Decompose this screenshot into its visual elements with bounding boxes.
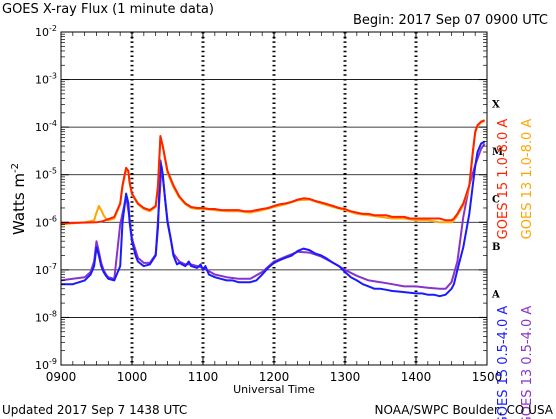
x-tick-label: 1100: [188, 370, 219, 384]
legend-label: GOES 15 0.5-4.0 A: [496, 306, 511, 419]
y-tick-exponent: -2: [49, 24, 57, 33]
y-tick-label: 10-5: [35, 167, 57, 182]
y-axis-label: Watts m: [10, 173, 28, 235]
x-tick-label: 1300: [330, 370, 361, 384]
flare-class-label: M: [492, 147, 503, 158]
y-tick-label: 10-4: [35, 119, 57, 134]
y-tick-label: 10-8: [35, 309, 57, 324]
y-tick-base: 10: [35, 121, 49, 134]
y-tick-exponent: -8: [49, 309, 57, 318]
legend-item: GOES 13 0.5-4.0 A: [520, 306, 535, 419]
y-axis-label-exponent: -2: [10, 163, 21, 173]
x-tick-label: 1200: [259, 370, 290, 384]
chart-title: GOES X-ray Flux (1 minute data): [2, 2, 214, 17]
svg-text:Watts m-2: Watts m-2: [10, 163, 28, 235]
flare-class-label: C: [492, 195, 500, 206]
y-tick-base: 10: [35, 26, 49, 39]
series-line-goes-15-1-0-8-0-a: [60, 119, 485, 225]
legend-item: GOES 13 1.0-8.0 A: [520, 119, 535, 240]
legend-label: GOES 13 1.0-8.0 A: [520, 119, 535, 240]
y-tick-label: 10-2: [35, 24, 57, 39]
y-tick-exponent: -7: [49, 262, 57, 271]
series-lines: [60, 119, 486, 298]
y-tick-base: 10: [35, 264, 49, 277]
x-tick-label: 0900: [46, 370, 77, 384]
flare-class-labels: X M C B A: [491, 99, 503, 300]
x-tick-label: 1400: [401, 370, 432, 384]
y-tick-exponent: -3: [49, 72, 57, 81]
legend-item: GOES 15 1.0-8.0 A: [496, 119, 511, 240]
y-tick-base: 10: [35, 74, 49, 87]
flare-class-label: X: [492, 99, 500, 110]
x-tick-label: 1500: [472, 370, 503, 384]
y-tick-base: 10: [35, 169, 49, 182]
flare-class-label: A: [491, 290, 500, 301]
y-tick-exponent: -9: [49, 357, 57, 366]
series-line-goes-15-0-5-4-0-a: [61, 140, 486, 298]
y-tick-base: 10: [35, 311, 49, 324]
y-tick-exponent: -6: [49, 214, 57, 223]
legend: GOES 15 1.0-8.0 A GOES 15 0.5-4.0 A GOES 1…: [496, 119, 535, 419]
y-tick-exponent: -5: [49, 167, 57, 176]
y-tick-exponent: -4: [49, 119, 57, 128]
legend-label: GOES 13 0.5-4.0 A: [520, 306, 535, 419]
y-tick-base: 10: [35, 359, 49, 372]
grid: [61, 32, 487, 365]
x-axis-ticks: 0900 1000 1100 1200 1300 1400 1500: [46, 32, 503, 384]
updated-timestamp: Updated 2017 Sep 7 1438 UTC: [2, 403, 187, 417]
y-tick-label: 10-7: [35, 262, 57, 277]
y-axis-ticks: 10-910-810-710-610-510-410-310-2: [35, 24, 487, 372]
y-tick-base: 10: [35, 216, 49, 229]
y-axis-label-group: Watts m-2: [10, 163, 28, 235]
begin-label: Begin: 2017 Sep 07 0900 UTC: [353, 13, 548, 28]
legend-label: GOES 15 1.0-8.0 A: [496, 119, 511, 240]
y-tick-label: 10-9: [35, 357, 57, 372]
credit-label: NOAA/SWPC Boulder, CO USA: [375, 403, 554, 417]
y-tick-label: 10-6: [35, 214, 57, 229]
flare-class-label: B: [492, 242, 500, 253]
x-tick-label: 1000: [117, 370, 148, 384]
x-axis-label: Universal Time: [233, 383, 315, 396]
y-tick-label: 10-3: [35, 72, 57, 87]
legend-item: GOES 15 0.5-4.0 A: [496, 306, 511, 419]
